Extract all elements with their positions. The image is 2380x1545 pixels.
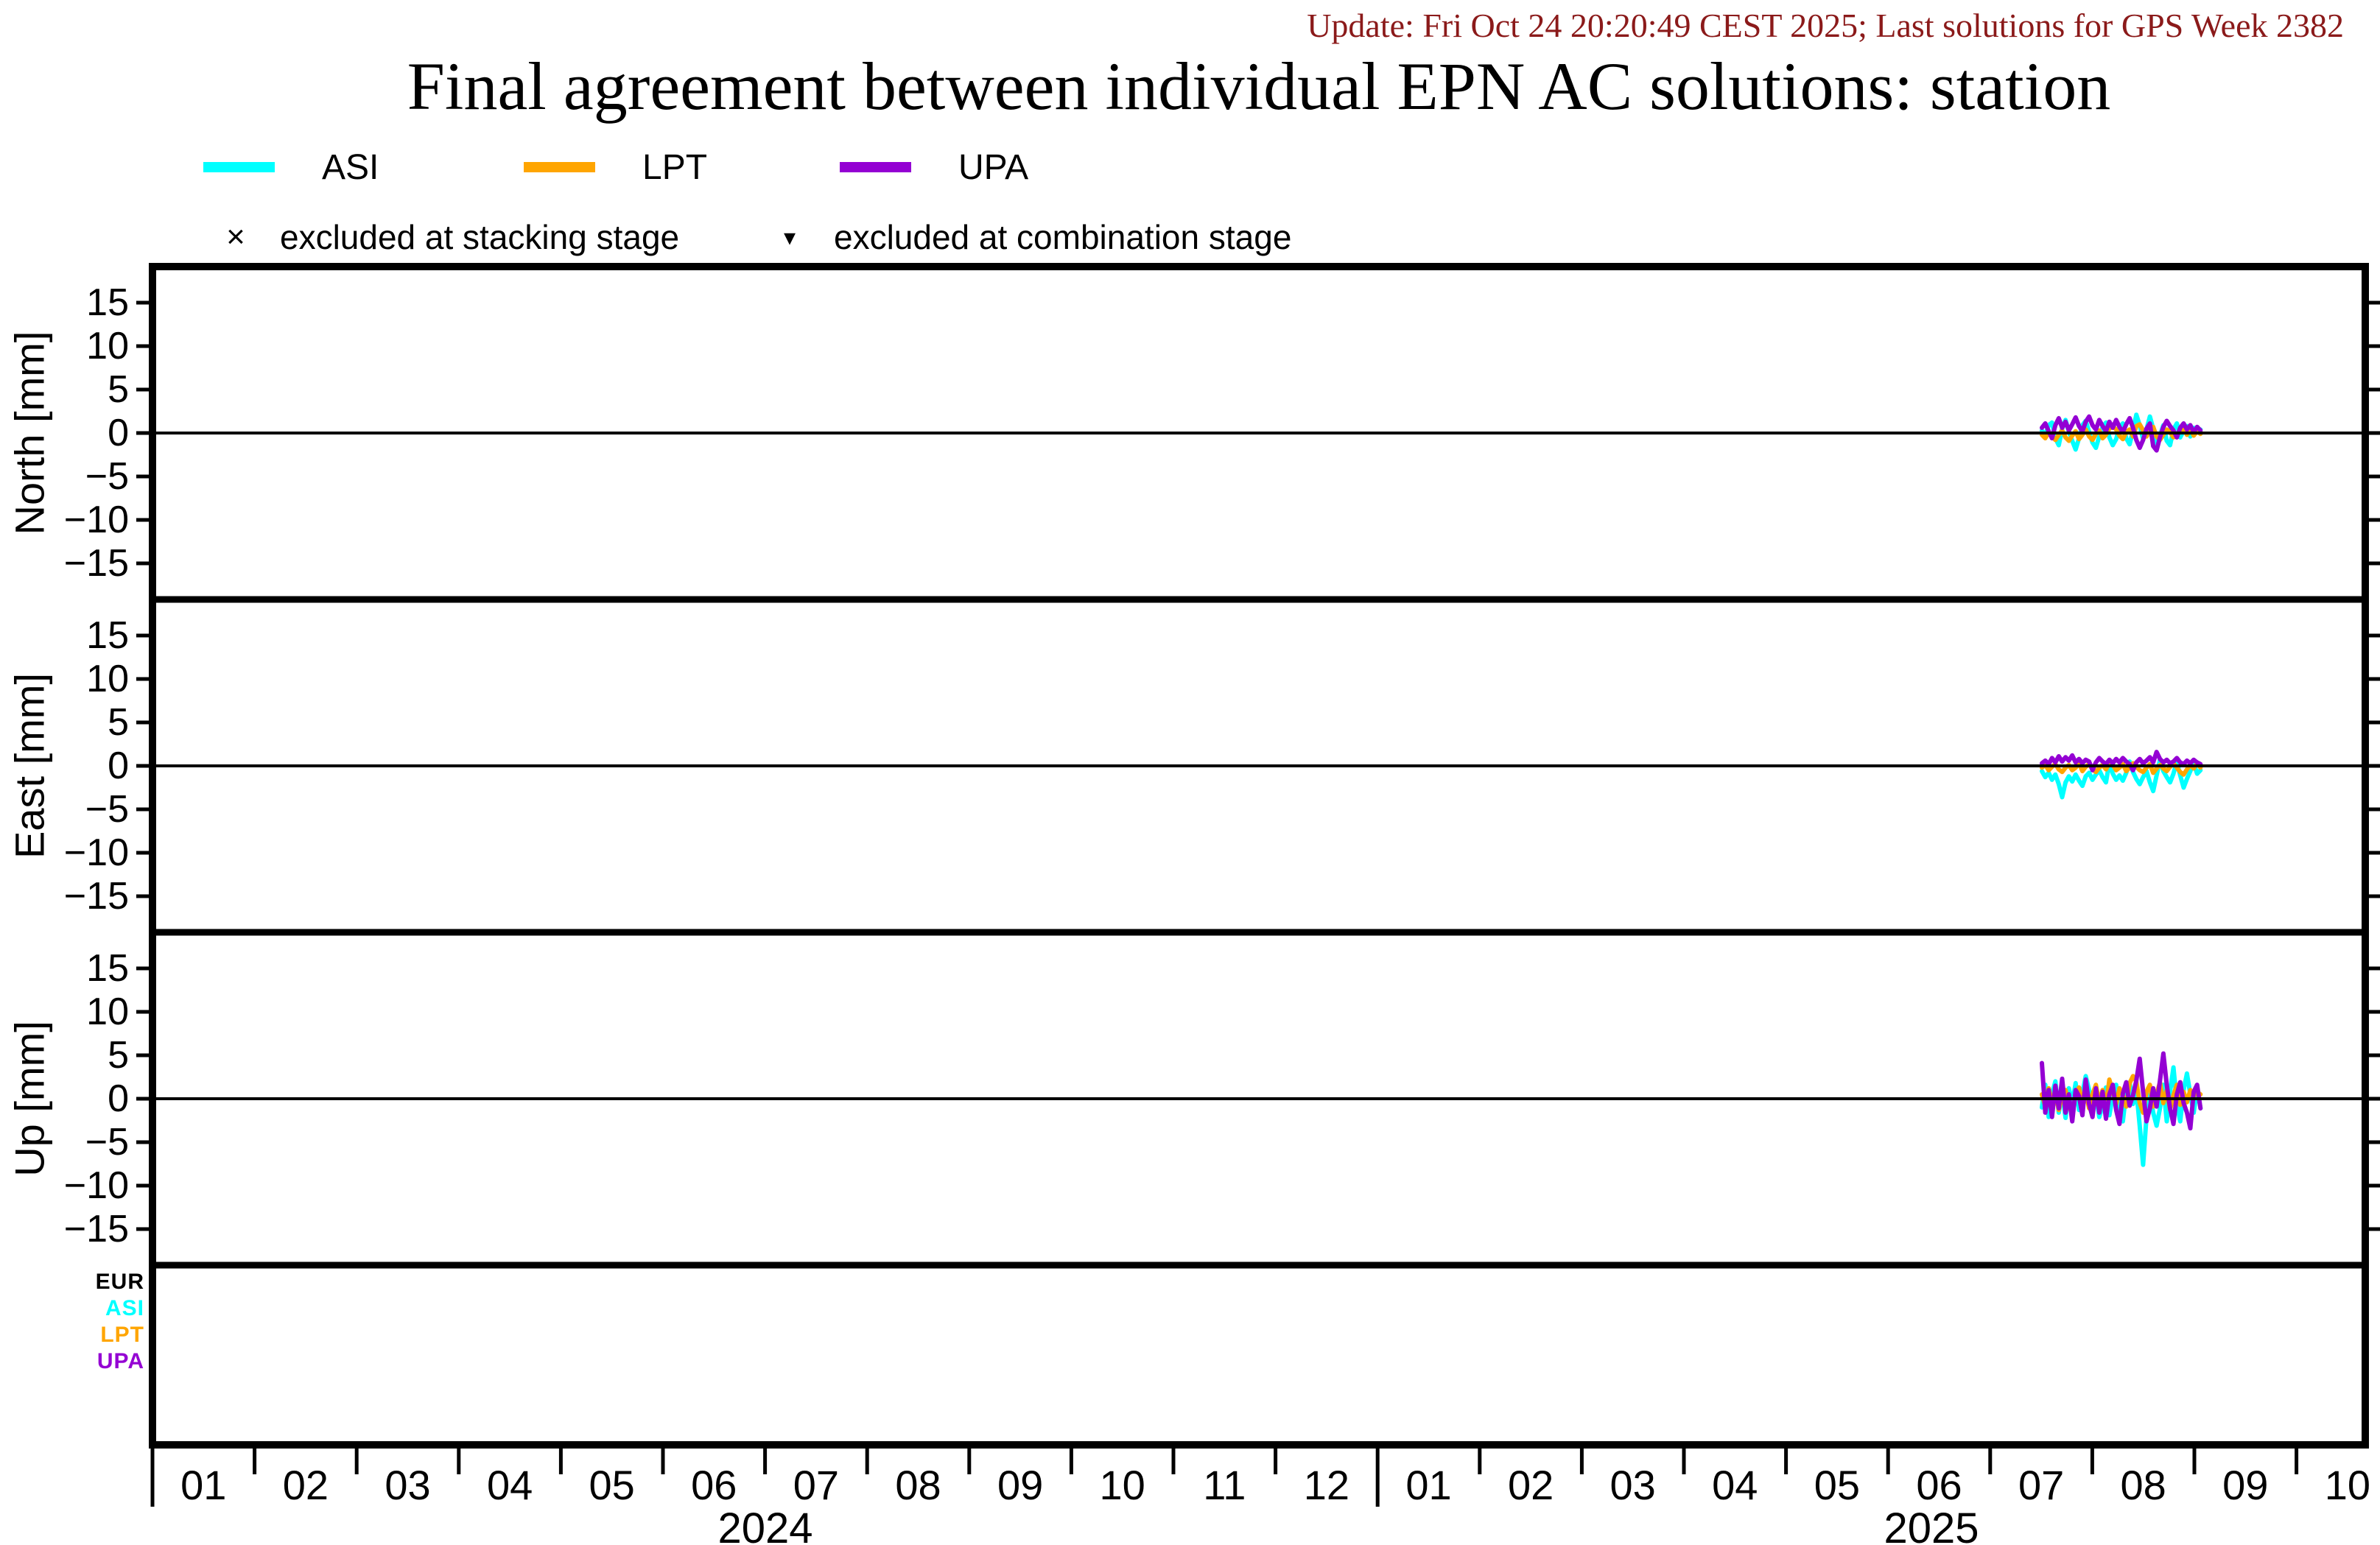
month-label: 07 xyxy=(793,1462,840,1508)
month-label: 02 xyxy=(282,1462,329,1508)
y-tick-label: −10 xyxy=(63,831,129,874)
month-label: 08 xyxy=(895,1462,941,1508)
y-tick-label: 10 xyxy=(86,658,129,700)
combination-excluded-label: excluded at combination stage xyxy=(834,218,1292,256)
ac-label-eur: EUR xyxy=(95,1270,144,1294)
month-label: 06 xyxy=(691,1462,737,1508)
y-tick-label: −5 xyxy=(85,788,129,831)
legend-label-upa: UPA xyxy=(958,147,1029,187)
y-tick-label: −15 xyxy=(63,542,129,585)
month-label: 11 xyxy=(1203,1462,1246,1508)
asi-line-swatch xyxy=(203,162,275,172)
month-label: 10 xyxy=(2324,1462,2371,1508)
legend-item-stacking-excluded: × excluded at stacking stage xyxy=(220,218,679,256)
y-tick-label: 5 xyxy=(108,1034,129,1077)
month-label: 07 xyxy=(2018,1462,2065,1508)
y-tick-label: −10 xyxy=(63,1164,129,1207)
month-label: 04 xyxy=(1712,1462,1758,1508)
y-tick-label: 0 xyxy=(108,1077,129,1120)
month-label: 09 xyxy=(997,1462,1044,1508)
month-label: 09 xyxy=(2222,1462,2269,1508)
update-text: Update: Fri Oct 24 20:20:49 CEST 2025; L… xyxy=(1307,7,2344,44)
legend-item-lpt: LPT xyxy=(524,147,708,187)
y-tick-label: 5 xyxy=(108,368,129,411)
triangle-marker-icon: ▾ xyxy=(783,224,796,250)
lpt-line-swatch xyxy=(524,162,595,172)
y-tick-label: 15 xyxy=(86,614,129,657)
month-label: 03 xyxy=(1610,1462,1656,1508)
y-tick-label: 5 xyxy=(108,701,129,744)
lpt-series-north xyxy=(2040,422,2203,443)
y-tick-label: 0 xyxy=(108,745,129,787)
chart-title: Final agreement between individual EPN A… xyxy=(407,49,2111,124)
y-tick-label: 10 xyxy=(86,325,129,367)
upa-series-east xyxy=(2040,750,2203,772)
year-label-2025: 2025 xyxy=(1884,1504,1979,1545)
month-label: 06 xyxy=(1916,1462,1962,1508)
legend-label-lpt: LPT xyxy=(642,147,708,187)
month-label: 10 xyxy=(1099,1462,1145,1508)
plot-frame xyxy=(149,263,2369,1449)
y-tick-label: 0 xyxy=(108,412,129,454)
legend-item-combination-excluded: ▾ excluded at combination stage xyxy=(773,218,1291,256)
y-tick-label: 15 xyxy=(86,281,129,324)
ac-label-upa: UPA xyxy=(96,1349,144,1373)
asi-series-east xyxy=(2040,757,2203,800)
y-tick-label: −10 xyxy=(63,499,129,541)
legend-item-asi: ASI xyxy=(203,147,379,187)
year-label-2024: 2024 xyxy=(717,1504,813,1545)
month-label: 02 xyxy=(1507,1462,1554,1508)
month-label: 01 xyxy=(1405,1462,1452,1508)
y-tick-label: 10 xyxy=(86,990,129,1033)
legend-item-upa: UPA xyxy=(840,147,1029,187)
ac-label-asi: ASI xyxy=(105,1296,144,1320)
month-label: 04 xyxy=(486,1462,533,1508)
month-label: 12 xyxy=(1303,1462,1350,1508)
y-tick-label: −5 xyxy=(85,455,129,498)
legend-label-asi: ASI xyxy=(322,147,379,187)
y-tick-label: 15 xyxy=(86,947,129,990)
stacking-excluded-label: excluded at stacking stage xyxy=(280,218,680,256)
month-label: 03 xyxy=(385,1462,431,1508)
ac-label-lpt: LPT xyxy=(100,1323,144,1347)
cross-marker-icon: × xyxy=(226,219,245,255)
y-tick-label: −15 xyxy=(63,875,129,918)
upa-line-swatch xyxy=(840,162,911,172)
y-tick-label: −15 xyxy=(63,1208,129,1250)
month-label: 01 xyxy=(180,1462,227,1508)
month-label: 05 xyxy=(1814,1462,1861,1508)
month-label: 08 xyxy=(2120,1462,2166,1508)
y-tick-label: −5 xyxy=(85,1121,129,1164)
month-label: 05 xyxy=(589,1462,635,1508)
